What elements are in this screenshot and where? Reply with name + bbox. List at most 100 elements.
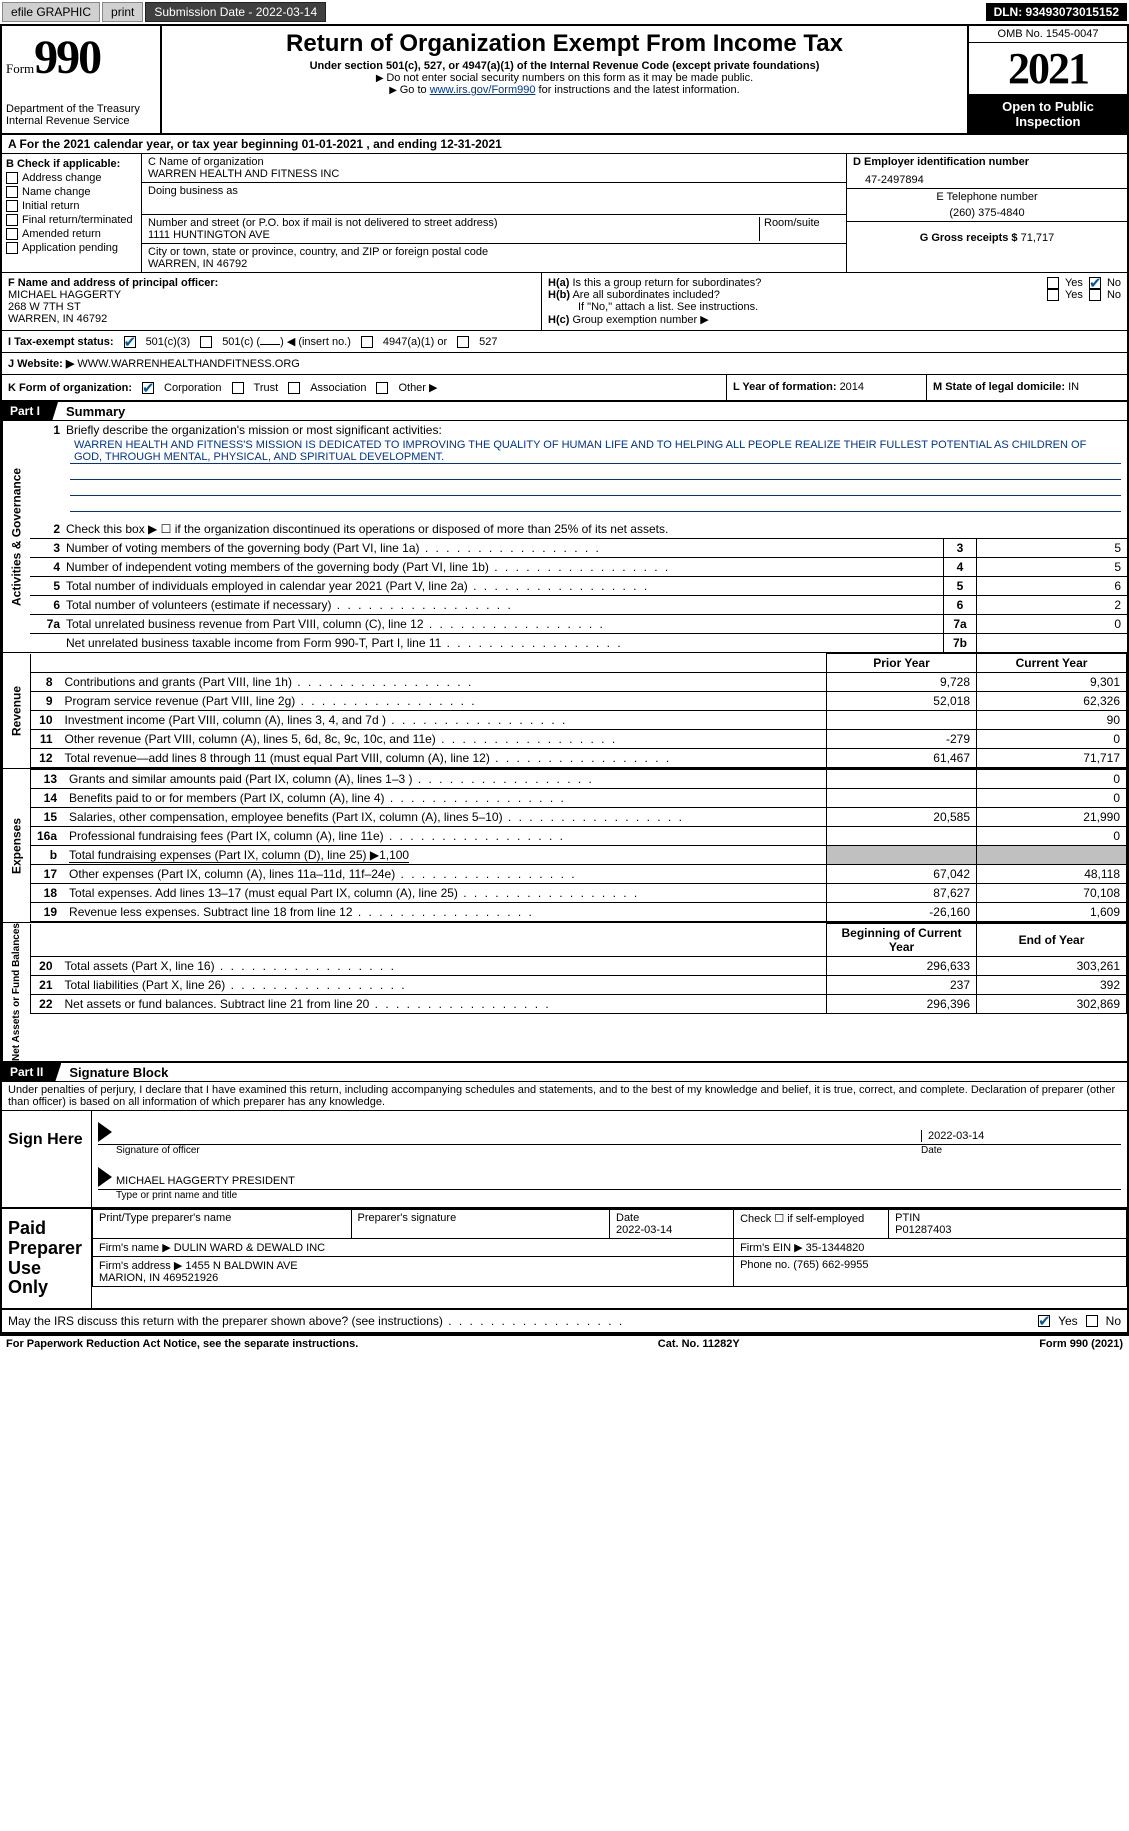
firm-ein: 35-1344820 bbox=[806, 1242, 865, 1254]
year-formation: 2014 bbox=[840, 381, 864, 393]
gov-line: 3Number of voting members of the governi… bbox=[30, 538, 1127, 557]
chk-amended[interactable] bbox=[6, 228, 18, 240]
chk-name-change[interactable] bbox=[6, 186, 18, 198]
firm-phone: (765) 662-9955 bbox=[793, 1259, 868, 1271]
chk-app-pending[interactable] bbox=[6, 242, 18, 254]
row-i: I Tax-exempt status: 501(c)(3) 501(c) ()… bbox=[2, 331, 1127, 353]
sig-date-value: 2022-03-14 bbox=[921, 1130, 1121, 1142]
ein-value: 47-2497894 bbox=[853, 168, 1121, 186]
part2-tab: Part II bbox=[2, 1063, 61, 1081]
form-frame: Form990 Department of the TreasuryIntern… bbox=[0, 24, 1129, 1336]
gov-line: 6Total number of volunteers (estimate if… bbox=[30, 595, 1127, 614]
room-suite-label: Room/suite bbox=[760, 217, 840, 241]
f-label: F Name and address of principal officer: bbox=[8, 277, 535, 289]
chk-corp[interactable] bbox=[142, 382, 154, 394]
street-label: Number and street (or P.O. box if mail i… bbox=[148, 217, 755, 229]
dln-label: DLN: 93493073015152 bbox=[986, 3, 1127, 21]
table-row: 11Other revenue (Part VIII, column (A), … bbox=[31, 730, 1127, 749]
b-label: B Check if applicable: bbox=[6, 158, 137, 170]
perjury-declaration: Under penalties of perjury, I declare th… bbox=[2, 1082, 1127, 1111]
firm-name: DULIN WARD & DEWALD INC bbox=[174, 1242, 325, 1254]
table-row: 20Total assets (Part X, line 16)296,6333… bbox=[31, 957, 1127, 976]
table-row: 13Grants and similar amounts paid (Part … bbox=[31, 770, 1127, 789]
header-note-2: Go to www.irs.gov/Form990 for instructio… bbox=[170, 84, 959, 96]
row-a-tax-year: A For the 2021 calendar year, or tax yea… bbox=[2, 135, 1127, 154]
gov-line: 5Total number of individuals employed in… bbox=[30, 576, 1127, 595]
website-value: WWW.WARRENHEALTHANDFITNESS.ORG bbox=[74, 358, 300, 370]
side-revenue: Revenue bbox=[2, 653, 30, 768]
col-end: End of Year bbox=[977, 924, 1127, 957]
table-row: 17Other expenses (Part IX, column (A), l… bbox=[31, 865, 1127, 884]
chk-ha-no[interactable] bbox=[1089, 277, 1101, 289]
gov-line: 7aTotal unrelated business revenue from … bbox=[30, 614, 1127, 633]
chk-527[interactable] bbox=[457, 336, 469, 348]
form-number: 990 bbox=[34, 31, 100, 84]
chk-4947[interactable] bbox=[361, 336, 373, 348]
header-note-1: Do not enter social security numbers on … bbox=[170, 72, 959, 84]
chk-address-change[interactable] bbox=[6, 172, 18, 184]
part1-title: Summary bbox=[58, 404, 125, 419]
chk-assoc[interactable] bbox=[288, 382, 300, 394]
form-header: Form990 Department of the TreasuryIntern… bbox=[2, 26, 1127, 135]
form-word: Form bbox=[6, 61, 34, 76]
officer-printed-name: MICHAEL HAGGERTY PRESIDENT bbox=[116, 1175, 295, 1187]
chk-501c3[interactable] bbox=[124, 336, 136, 348]
chk-other[interactable] bbox=[376, 382, 388, 394]
chk-initial-return[interactable] bbox=[6, 200, 18, 212]
footer-left: For Paperwork Reduction Act Notice, see … bbox=[6, 1338, 358, 1350]
officer-street: 268 W 7TH ST bbox=[8, 301, 535, 313]
col-prior: Prior Year bbox=[827, 654, 977, 673]
section-revenue: Revenue Prior Year Current Year 8Contrib… bbox=[2, 653, 1127, 769]
chk-hb-yes[interactable] bbox=[1047, 289, 1059, 301]
city-value: WARREN, IN 46792 bbox=[148, 258, 840, 270]
column-c: C Name of organization WARREN HEALTH AND… bbox=[142, 154, 847, 272]
discuss-label: May the IRS discuss this return with the… bbox=[8, 1314, 1030, 1328]
dba-label: Doing business as bbox=[148, 185, 840, 197]
sig-date-label: Date bbox=[921, 1145, 1121, 1156]
row-k: K Form of organization: Corporation Trus… bbox=[2, 375, 1127, 402]
chk-ha-yes[interactable] bbox=[1047, 277, 1059, 289]
phone-label: E Telephone number bbox=[853, 191, 1121, 203]
submission-date-label: Submission Date - bbox=[154, 5, 255, 19]
chk-discuss-yes[interactable] bbox=[1038, 1315, 1050, 1327]
chk-final-return[interactable] bbox=[6, 214, 18, 226]
print-button[interactable]: print bbox=[102, 2, 143, 22]
chk-hb-no[interactable] bbox=[1089, 289, 1101, 301]
side-net: Net Assets or Fund Balances bbox=[2, 923, 30, 1061]
chk-501c[interactable] bbox=[200, 336, 212, 348]
page-footer: For Paperwork Reduction Act Notice, see … bbox=[0, 1336, 1129, 1352]
mission-text: WARREN HEALTH AND FITNESS'S MISSION IS D… bbox=[70, 439, 1121, 464]
chk-discuss-no[interactable] bbox=[1086, 1315, 1098, 1327]
hc-label: H(c) Group exemption number ▶ bbox=[548, 313, 1121, 326]
ein-label: D Employer identification number bbox=[853, 156, 1121, 168]
column-d: D Employer identification number 47-2497… bbox=[847, 154, 1127, 272]
section-fh: F Name and address of principal officer:… bbox=[2, 273, 1127, 331]
chk-trust[interactable] bbox=[232, 382, 244, 394]
open-to-public: Open to Public Inspection bbox=[969, 95, 1127, 133]
side-expenses: Expenses bbox=[2, 769, 30, 922]
omb-number: OMB No. 1545-0047 bbox=[969, 26, 1127, 43]
sig-arrow-icon-2 bbox=[98, 1167, 112, 1187]
officer-name: MICHAEL HAGGERTY bbox=[8, 289, 535, 301]
gross-label: G Gross receipts $ bbox=[920, 232, 1021, 244]
table-row: 21Total liabilities (Part X, line 26)237… bbox=[31, 976, 1127, 995]
dept-treasury: Department of the TreasuryInternal Reven… bbox=[6, 103, 156, 127]
table-row: 15Salaries, other compensation, employee… bbox=[31, 808, 1127, 827]
phone-value: (260) 375-4840 bbox=[853, 203, 1121, 219]
prep-date: 2022-03-14 bbox=[616, 1224, 672, 1236]
gross-value: 71,717 bbox=[1021, 232, 1055, 244]
paid-preparer-block: Paid Preparer Use Only Print/Type prepar… bbox=[2, 1209, 1127, 1310]
irs-link[interactable]: www.irs.gov/Form990 bbox=[430, 84, 536, 96]
table-row: 9Program service revenue (Part VIII, lin… bbox=[31, 692, 1127, 711]
ptin-value: P01287403 bbox=[895, 1224, 951, 1236]
officer-city: WARREN, IN 46792 bbox=[8, 313, 535, 325]
part2-header: Part II Signature Block bbox=[2, 1063, 1127, 1082]
street-value: 1111 HUNTINGTON AVE bbox=[148, 229, 755, 241]
submission-date-button[interactable]: Submission Date - 2022-03-14 bbox=[145, 2, 326, 22]
efile-graphic-button[interactable]: efile GRAPHIC bbox=[2, 2, 100, 22]
row-j: J Website: ▶ WWW.WARRENHEALTHANDFITNESS.… bbox=[2, 353, 1127, 375]
form-title: Return of Organization Exempt From Incom… bbox=[170, 30, 959, 58]
side-activities: Activities & Governance bbox=[2, 421, 30, 652]
form-subtitle: Under section 501(c), 527, or 4947(a)(1)… bbox=[170, 60, 959, 72]
table-row: 12Total revenue—add lines 8 through 11 (… bbox=[31, 749, 1127, 768]
